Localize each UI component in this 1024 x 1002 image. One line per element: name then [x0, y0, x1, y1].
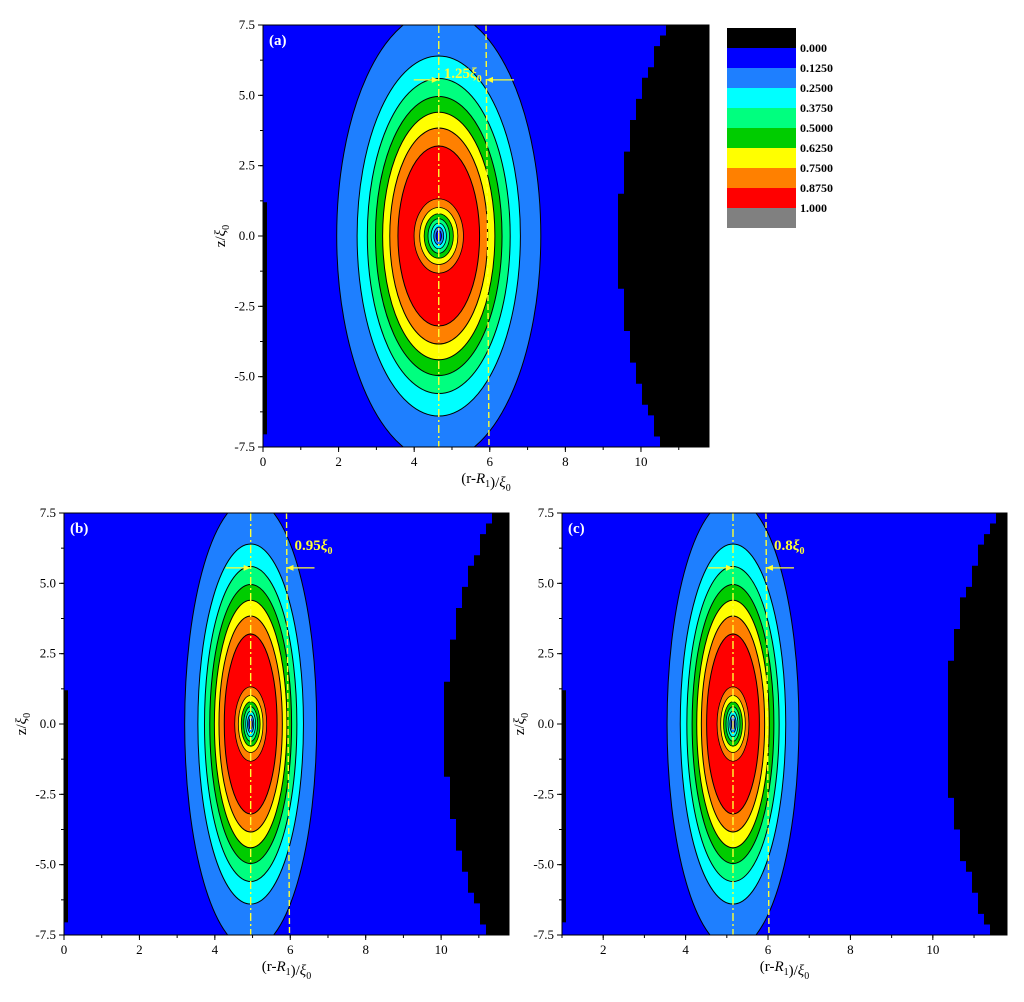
- y-tick-label: 2.5: [239, 158, 255, 173]
- colorbar-legend: 0.000 0.1250 0.2500 0.3750 0.5000 0.6250 0.750…: [727, 28, 833, 228]
- y-tick-label: -5.0: [234, 369, 255, 384]
- panel-label: (b): [70, 521, 88, 537]
- chart-panel-c: 0.8ξ0 (c) 2 4 6 8 10 7.5 5.0 2.5 0.0 -2.5 -5.0 -7.5 (r…: [512, 505, 1008, 982]
- x-tick-label: 2: [136, 942, 143, 957]
- colorbar-level-label: 0.8750: [800, 181, 833, 195]
- colorbar-level-label: 0.7500: [800, 161, 833, 175]
- x-tick-label: 6: [765, 942, 772, 957]
- x-tick-label: 10: [926, 942, 939, 957]
- annotation-arrowhead-right: [765, 564, 773, 571]
- colorbar-swatch: [727, 68, 796, 88]
- colorbar-swatch: [727, 208, 796, 228]
- y-tick-label: 7.5: [40, 505, 56, 520]
- x-tick-label: 0: [260, 454, 267, 469]
- y-tick-label: 2.5: [40, 646, 56, 661]
- left-boundary-strip: [562, 690, 566, 923]
- y-tick-label: -2.5: [533, 786, 554, 801]
- colorbar-level-label: 1.000: [800, 201, 827, 215]
- right-boundary-region: [618, 25, 709, 447]
- colorbar-level-label: 0.3750: [800, 101, 833, 115]
- axis-label: (r-R1)/ξ0: [461, 471, 510, 494]
- annotation-arrowhead-left: [431, 76, 439, 83]
- left-boundary-strip: [263, 202, 267, 435]
- annotation-arrowhead-right: [286, 564, 294, 571]
- plot-area: [263, 25, 709, 447]
- colorbar-swatch: [727, 88, 796, 108]
- annotation-arrowhead-left: [243, 564, 251, 571]
- dashed-reference-line: [285, 513, 291, 935]
- axis-label: z/ξ0: [512, 713, 531, 735]
- right-boundary-region: [948, 513, 1007, 935]
- y-tick-label: 2.5: [538, 646, 554, 661]
- plot-area: [562, 513, 1007, 935]
- colorbar-level-label: 0.5000: [800, 121, 833, 135]
- annotation-width-label: 0.95ξ0: [295, 538, 333, 557]
- y-tick-label: -2.5: [35, 786, 56, 801]
- x-tick-label: 8: [562, 454, 569, 469]
- colorbar-swatch: [727, 148, 796, 168]
- colorbar-level-label: 0.2500: [800, 81, 833, 95]
- left-boundary-strip: [64, 690, 68, 923]
- x-tick-label: 10: [634, 454, 647, 469]
- y-tick-label: -7.5: [234, 439, 255, 454]
- dashed-reference-line: [765, 513, 770, 935]
- chart-panel-a: 1.25ξ0 (a) 0 2 4 6 8 10 7.5 5.0 2.5 0.0 -2.5 -5.0 -7.5…: [213, 17, 710, 494]
- panel-label: (c): [568, 521, 585, 537]
- colorbar-swatch: [727, 108, 796, 128]
- y-tick-label: -5.0: [35, 857, 56, 872]
- annotation-arrowhead-left: [725, 564, 733, 571]
- axis-label: (r-R1)/ξ0: [760, 959, 809, 982]
- x-tick-label: 4: [682, 942, 689, 957]
- y-tick-label: 0.0: [538, 716, 554, 731]
- x-tick-label: 2: [600, 942, 607, 957]
- colorbar-swatch: [727, 128, 796, 148]
- colorbar-swatch: [727, 48, 796, 68]
- right-boundary-region: [444, 513, 509, 935]
- y-tick-label: 0.0: [239, 228, 255, 243]
- axis-label: z/ξ0: [213, 225, 232, 247]
- x-tick-label: 10: [435, 942, 448, 957]
- y-tick-label: -5.0: [533, 857, 554, 872]
- x-tick-label: 4: [212, 942, 219, 957]
- chart-panel-b: 0.95ξ0 (b) 0 2 4 6 8 10 7.5 5.0 2.5 0.0 -2.5 -5.0 -7.5…: [14, 505, 510, 982]
- x-tick-label: 0: [61, 942, 68, 957]
- x-tick-label: 6: [287, 942, 294, 957]
- colorbar-swatch: [727, 168, 796, 188]
- y-tick-label: 7.5: [538, 505, 554, 520]
- y-tick-label: -7.5: [35, 927, 56, 942]
- y-tick-label: -7.5: [533, 927, 554, 942]
- annotation-arrowhead-right: [486, 76, 493, 83]
- y-tick-label: 0.0: [40, 716, 56, 731]
- colorbar-swatch: [727, 188, 796, 208]
- axis-label: z/ξ0: [14, 713, 33, 735]
- dashed-reference-line: [485, 25, 490, 447]
- colorbar-swatch: [727, 28, 796, 48]
- plot-area: [64, 513, 509, 935]
- colorbar-level-label: 0.1250: [800, 61, 833, 75]
- panel-label: (a): [269, 33, 287, 49]
- annotation-width-label: 0.8ξ0: [774, 538, 805, 557]
- annotation-width-label: 1.25ξ0: [444, 66, 482, 85]
- x-tick-label: 6: [487, 454, 494, 469]
- colorbar-level-label: 0.6250: [800, 141, 833, 155]
- colorbar-level-label: 0.000: [800, 41, 827, 55]
- x-tick-label: 4: [411, 454, 418, 469]
- y-tick-label: 5.0: [239, 87, 255, 102]
- x-tick-label: 8: [847, 942, 854, 957]
- x-tick-label: 8: [362, 942, 369, 957]
- y-tick-label: 5.0: [538, 575, 554, 590]
- y-tick-label: 5.0: [40, 575, 56, 590]
- axis-label: (r-R1)/ξ0: [262, 959, 311, 982]
- y-tick-label: 7.5: [239, 17, 255, 32]
- x-tick-label: 2: [335, 454, 342, 469]
- y-tick-label: -2.5: [234, 298, 255, 313]
